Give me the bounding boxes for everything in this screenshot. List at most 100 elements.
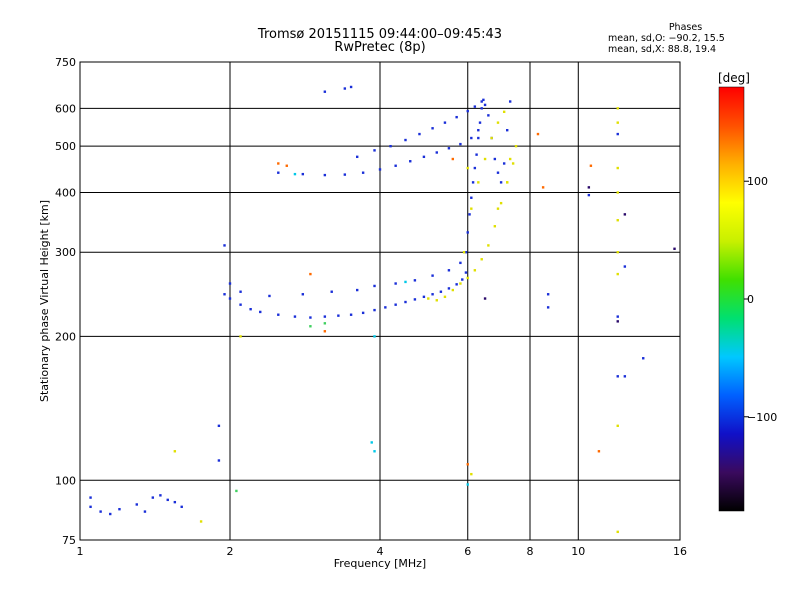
x-tick-label: 6 [464,545,471,558]
data-point [587,186,591,189]
y-tick-label: 600 [55,102,76,115]
data-point [166,498,169,502]
data-point [439,290,443,293]
data-point [623,375,627,378]
data-point [483,157,487,161]
y-tick-label: 75 [62,534,76,547]
x-axis-label: Frequency [MHz] [334,557,426,570]
data-point [277,313,280,316]
data-point [546,293,550,296]
data-point [473,269,477,272]
data-point [180,505,183,509]
data-points [89,85,676,534]
data-point [235,489,238,493]
data-point [373,335,376,338]
data-point [496,207,500,210]
x-tick-label: 4 [377,545,384,558]
data-point [151,496,155,499]
data-point [293,315,297,318]
data-point [330,290,333,293]
data-point [464,271,468,274]
data-point [499,201,503,205]
y-tick-label: 300 [55,246,76,259]
data-point [483,297,487,300]
data-point [343,87,347,90]
data-point [466,463,469,466]
data-point [514,144,518,148]
data-point [173,500,177,504]
data-point [589,164,593,167]
data-point [493,225,497,228]
data-point [355,288,359,292]
data-point [480,107,483,110]
data-point [394,303,397,306]
data-point [422,295,426,299]
y-tick-label: 500 [55,140,76,153]
data-point [597,450,601,453]
data-point [616,107,619,110]
data-point [309,325,312,328]
data-point [343,173,347,176]
data-point [499,181,503,184]
data-point [475,153,478,156]
data-point [616,132,619,136]
data-point [217,459,221,462]
colorbar-tick-label: 100 [747,175,768,188]
data-point [293,172,297,176]
chart-title-line1: Tromsø 20151115 09:44:00–09:45:43 [257,27,503,42]
data-point [323,315,327,318]
data-point [404,300,407,304]
data-point [323,90,327,93]
data-point [249,307,252,311]
phases-o-line: mean, sd,O: −90.2, 15.5 [608,33,725,44]
data-point [511,162,515,165]
data-point [466,276,469,280]
data-point [616,121,619,124]
data-point [323,330,327,333]
data-point [616,219,619,222]
data-point [431,127,434,130]
data-point [89,505,92,509]
data-point [483,103,487,107]
data-point [508,100,512,103]
data-point [443,295,447,299]
data-point [480,100,483,103]
chart-title: Tromsø 20151115 09:44:00–09:45:43 [0,27,760,42]
data-point [394,164,397,167]
data-point [349,313,353,316]
x-tick-label: 2 [227,545,234,558]
data-point [355,155,359,159]
data-point [490,136,493,140]
data-point [422,155,426,159]
y-tick-labels: 75 100 200 300 400 500 600 750 [55,56,76,547]
data-point [466,109,469,113]
data-point [435,299,438,302]
data-point [99,510,102,513]
x-tick-label: 8 [527,545,534,558]
data-point [223,293,226,296]
data-point [268,294,271,298]
data-point [468,213,471,216]
data-point [477,181,480,184]
data-point [404,280,407,284]
data-point [217,424,221,428]
data-point [89,496,92,499]
data-point [239,303,242,306]
data-point [443,121,447,124]
data-point [466,231,469,234]
data-point [404,138,407,142]
data-point [173,450,177,453]
data-point [493,157,497,161]
x-tick-label: 10 [571,545,585,558]
data-point [487,114,490,117]
data-point [394,282,397,285]
data-point [373,450,376,453]
data-point [413,279,417,282]
data-point [642,357,645,360]
data-point [118,507,121,511]
x-tick-label: 16 [673,545,687,558]
data-point [143,510,147,513]
data-point [505,128,509,132]
data-point [301,172,305,176]
